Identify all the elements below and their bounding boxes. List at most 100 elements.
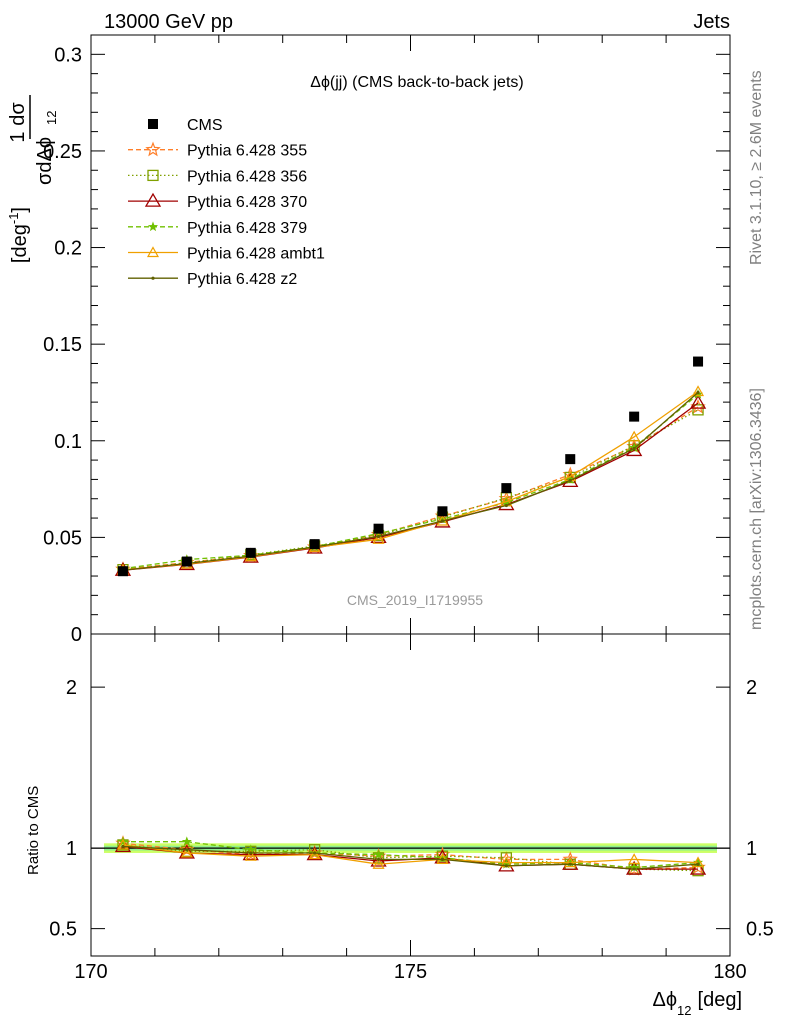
data-point — [117, 566, 128, 577]
data-point — [568, 478, 572, 482]
series-line — [122, 390, 699, 571]
legend-entry: Pythia 6.428 356 — [128, 168, 307, 185]
ratio-y-tick-label-right: 1 — [746, 838, 757, 860]
ratio-point — [689, 860, 707, 875]
x-axis-label: Δϕ12 [deg] — [652, 989, 742, 1018]
legend-marker — [147, 169, 159, 182]
data-point — [689, 394, 707, 409]
data-point — [440, 519, 445, 523]
mcplots-credit-label: mcplots.cern.ch [arXiv:1306.3436] — [748, 388, 765, 630]
data-point — [632, 446, 636, 451]
legend-entry: CMS — [148, 117, 223, 134]
legend-marker — [148, 119, 158, 129]
ratio-point — [249, 851, 253, 855]
legend-label: Pythia 6.428 z2 — [187, 271, 297, 288]
ratio-marks — [114, 835, 707, 877]
data-point — [504, 503, 508, 508]
y-tick-label: 0.2 — [54, 238, 82, 260]
x-label-sub: 12 — [677, 1003, 691, 1018]
ratio-line — [123, 841, 699, 869]
y-label-denominator: σdΔϕ — [34, 137, 56, 185]
ratio-point — [185, 848, 189, 852]
data-point — [626, 442, 643, 457]
data-point — [181, 556, 192, 567]
data-point — [372, 533, 385, 544]
series-2 — [117, 404, 704, 576]
ratio-line — [122, 842, 699, 870]
legend-label: Pythia 6.428 356 — [187, 168, 307, 185]
legend-entry: Pythia 6.428 ambt1 — [128, 246, 325, 263]
data-point — [245, 547, 256, 558]
x-tick-label: 170 — [74, 961, 107, 983]
ratio-point — [244, 849, 257, 861]
main-panel: 0 0.05 0.1 0.15 0.2 0.25 0.3 Δϕ(jj) (CMS back-… — [43, 34, 731, 646]
data-point — [376, 534, 381, 539]
data-point — [434, 513, 451, 528]
legend-label: Pythia 6.428 379 — [187, 220, 307, 237]
series-line — [122, 406, 699, 570]
ratio-point — [628, 853, 641, 864]
ratio-point — [372, 857, 385, 869]
ratio-point — [440, 857, 445, 862]
ratio-point — [504, 864, 508, 868]
y-tick-label: 0.3 — [54, 44, 82, 66]
ratio-uncertainty-band — [91, 843, 730, 853]
y-label-numerator: dσ — [7, 102, 29, 126]
legend-marker — [144, 192, 162, 207]
y-tick-label: 0 — [71, 624, 82, 646]
data-point — [629, 411, 640, 422]
ratio-line — [122, 844, 699, 865]
data-point — [692, 385, 705, 397]
legend-label: Pythia 6.428 370 — [187, 194, 307, 211]
legend-marker — [151, 276, 155, 280]
series-3 — [114, 394, 707, 576]
series-line — [122, 409, 699, 571]
legend-marker — [145, 141, 161, 157]
legend-entry: Pythia 6.428 355 — [128, 141, 307, 160]
series-1 — [115, 398, 706, 576]
y-axis-label: 1 dσ σdΔϕ 12 [deg-1] — [6, 95, 59, 263]
ratio-point — [376, 857, 381, 862]
legend-label: CMS — [187, 117, 223, 134]
data-point — [628, 430, 641, 442]
series-6 — [121, 390, 700, 572]
legend-entry: Pythia 6.428 379 — [128, 220, 307, 237]
data-point — [309, 539, 320, 550]
y-label-prefix: 1 — [7, 131, 29, 142]
ratio-series-6 — [121, 844, 700, 871]
y-label-denominator-sub: 12 — [44, 111, 59, 125]
legend-marker — [146, 246, 160, 258]
ratio-y-tick-label-right: 2 — [746, 677, 757, 699]
ratio-point — [696, 862, 700, 866]
series-5 — [116, 385, 705, 575]
ratio-series-5 — [116, 838, 705, 869]
rivet-version-label: Rivet 3.1.10, ≥ 2.6M events — [748, 70, 765, 265]
x-tick-label: 180 — [713, 961, 746, 983]
data-point — [437, 506, 448, 517]
legend-label: Pythia 6.428 355 — [187, 143, 307, 160]
series-4 — [117, 389, 704, 573]
ratio-point — [117, 836, 128, 846]
watermark-label: CMS_2019_I1719955 — [347, 592, 483, 608]
y-tick-label: 0.25 — [43, 141, 82, 163]
legend-marker — [147, 221, 159, 232]
ratio-point — [564, 856, 577, 868]
ratio-point — [180, 846, 193, 858]
legend-label: Pythia 6.428 ambt1 — [187, 246, 325, 263]
data-point — [692, 404, 704, 416]
ratio-y-tick-label: 0.5 — [49, 919, 77, 941]
ratio-y-tick-label: 1 — [66, 838, 77, 860]
ratio-y-tick-label: 2 — [66, 677, 77, 699]
ratio-point — [626, 860, 643, 875]
ratio-line — [122, 845, 699, 870]
energy-label: 13000 GeV pp — [104, 11, 233, 33]
series-line — [122, 392, 699, 571]
y-label-unit-exp: -1 — [6, 213, 21, 225]
ratio-y-tick-label-right: 0.5 — [746, 919, 774, 941]
data-point — [501, 483, 512, 494]
y-label-unit: [deg-1] — [6, 207, 31, 263]
ratio-y-label: Ratio to CMS — [25, 786, 42, 875]
ratio-point — [373, 849, 384, 859]
ratio-frame — [90, 633, 731, 957]
